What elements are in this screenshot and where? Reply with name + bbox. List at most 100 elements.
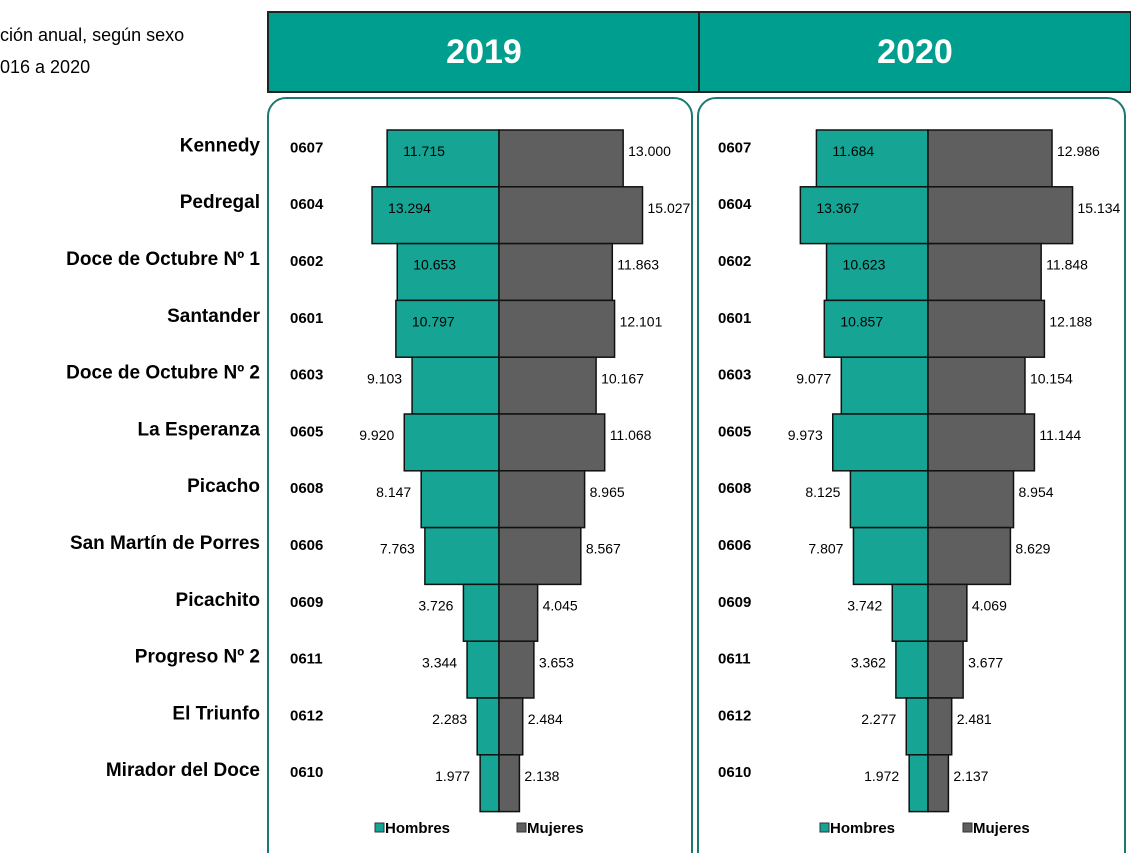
value-label: 8.954 bbox=[1019, 484, 1054, 500]
bar bbox=[403, 413, 500, 472]
panel-frame bbox=[267, 97, 693, 853]
panel-title: 2020 bbox=[877, 33, 953, 71]
bar bbox=[479, 754, 500, 813]
value-label: 8.567 bbox=[586, 541, 621, 557]
bar bbox=[927, 470, 1015, 529]
value-label: 11.848 bbox=[1046, 257, 1088, 273]
value-label: 3.726 bbox=[418, 598, 453, 614]
bar bbox=[395, 299, 500, 358]
value-label: 2.484 bbox=[528, 711, 563, 727]
row-code: 0612 bbox=[718, 707, 751, 724]
value-label: 15.134 bbox=[1078, 200, 1121, 216]
bar bbox=[927, 242, 1042, 302]
value-label: 3.362 bbox=[851, 654, 886, 670]
bar bbox=[498, 413, 606, 472]
value-label: 12.986 bbox=[1057, 143, 1100, 159]
bar bbox=[396, 242, 500, 302]
title-line: 016 a 2020 bbox=[0, 57, 90, 77]
value-label: 4.069 bbox=[972, 598, 1007, 614]
value-label: 10.797 bbox=[412, 314, 455, 330]
row-code: 0609 bbox=[718, 594, 751, 611]
row-code: 0612 bbox=[290, 707, 323, 724]
value-label: 13.367 bbox=[816, 200, 859, 216]
district-label: Pedregal bbox=[180, 192, 260, 213]
value-label: 11.068 bbox=[610, 427, 652, 443]
bar bbox=[852, 526, 929, 586]
row-code: 0605 bbox=[290, 423, 323, 440]
bar bbox=[927, 697, 953, 756]
value-label: 9.973 bbox=[788, 427, 823, 443]
bar bbox=[905, 697, 929, 756]
district-label: El Triunfo bbox=[172, 703, 260, 724]
value-label: 11.863 bbox=[617, 257, 659, 273]
value-label: 1.972 bbox=[864, 768, 899, 784]
row-code: 0603 bbox=[290, 367, 323, 384]
row-code: 0605 bbox=[718, 423, 751, 440]
bar bbox=[927, 413, 1036, 472]
row-code: 0606 bbox=[718, 537, 751, 554]
district-label: Kennedy bbox=[180, 135, 261, 156]
legend-label: Hombres bbox=[385, 820, 450, 837]
row-code: 0601 bbox=[718, 310, 751, 327]
value-label: 9.103 bbox=[367, 370, 402, 386]
value-label: 10.167 bbox=[601, 370, 644, 386]
value-label: 3.344 bbox=[422, 654, 457, 670]
value-label: 11.715 bbox=[403, 143, 445, 159]
district-label: Santander bbox=[167, 306, 261, 327]
legend-label: Mujeres bbox=[973, 820, 1030, 837]
bar bbox=[498, 754, 521, 813]
bar bbox=[462, 583, 500, 642]
value-label: 1.977 bbox=[435, 768, 470, 784]
bar bbox=[927, 186, 1074, 245]
value-label: 2.283 bbox=[432, 711, 467, 727]
value-label: 10.154 bbox=[1030, 370, 1073, 386]
bar bbox=[498, 640, 535, 699]
row-code: 0611 bbox=[718, 651, 751, 668]
row-code: 0602 bbox=[290, 253, 323, 270]
value-label: 12.101 bbox=[620, 314, 663, 330]
bar bbox=[420, 470, 500, 529]
legend-swatch bbox=[962, 822, 973, 833]
bar bbox=[891, 583, 929, 642]
value-label: 13.294 bbox=[388, 200, 431, 216]
legend-swatch bbox=[819, 822, 830, 833]
value-label: 3.677 bbox=[968, 654, 1003, 670]
value-label: 10.857 bbox=[840, 314, 883, 330]
bar bbox=[927, 583, 968, 642]
bar bbox=[411, 356, 500, 415]
value-label: 10.623 bbox=[843, 257, 886, 273]
bar bbox=[849, 470, 929, 529]
value-label: 8.125 bbox=[805, 484, 840, 500]
bar bbox=[927, 356, 1026, 415]
row-code: 0604 bbox=[718, 196, 752, 213]
district-label: Progreso Nº 2 bbox=[135, 647, 260, 668]
row-code: 0608 bbox=[718, 480, 751, 497]
bar bbox=[466, 640, 500, 699]
legend-swatch bbox=[516, 822, 527, 833]
legend-label: Mujeres bbox=[527, 820, 584, 837]
row-code: 0608 bbox=[290, 480, 323, 497]
district-label: Mirador del Doce bbox=[106, 760, 260, 781]
row-code: 0610 bbox=[718, 764, 751, 781]
value-label: 3.742 bbox=[847, 598, 882, 614]
value-label: 7.763 bbox=[380, 541, 415, 557]
bar bbox=[927, 526, 1012, 586]
district-label: San Martín de Porres bbox=[70, 533, 260, 554]
bar bbox=[927, 640, 964, 699]
row-code: 0602 bbox=[718, 253, 751, 270]
bar bbox=[895, 640, 929, 699]
bar bbox=[498, 129, 624, 188]
title-line: ción anual, según sexo bbox=[0, 25, 184, 45]
district-label: Picachito bbox=[176, 590, 260, 611]
value-label: 4.045 bbox=[543, 598, 578, 614]
value-label: 2.481 bbox=[957, 711, 992, 727]
value-label: 8.147 bbox=[376, 484, 411, 500]
legend-label: Hombres bbox=[830, 820, 895, 837]
row-code: 0607 bbox=[718, 139, 751, 156]
row-code: 0604 bbox=[290, 196, 324, 213]
row-code: 0609 bbox=[290, 594, 323, 611]
bar bbox=[832, 413, 929, 472]
bar bbox=[840, 356, 929, 415]
bar bbox=[476, 697, 500, 756]
